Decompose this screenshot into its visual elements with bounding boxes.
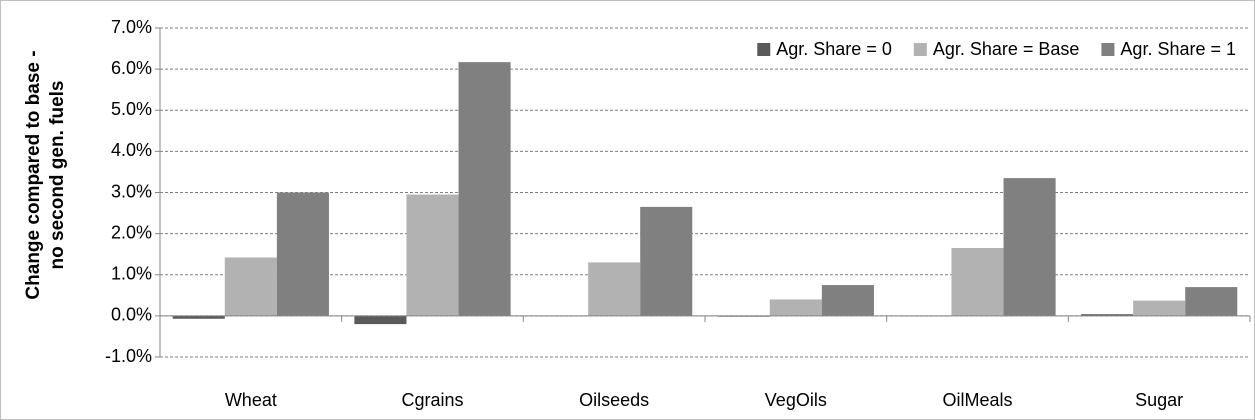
bar <box>406 194 459 316</box>
bar <box>640 206 693 316</box>
y-tick-label: 6.0% <box>111 58 152 78</box>
bar <box>224 257 277 316</box>
x-tick-label: VegOils <box>765 390 827 410</box>
bar <box>769 299 822 316</box>
legend-swatch <box>1101 43 1115 56</box>
legend-label: Agr. Share = 0 <box>776 39 892 59</box>
legend-label: Agr. Share = 1 <box>1120 39 1236 59</box>
legend-label: Agr. Share = Base <box>933 39 1080 59</box>
legend-swatch <box>913 43 927 56</box>
bar <box>821 285 874 316</box>
bar <box>458 62 511 316</box>
legend-swatch <box>757 43 771 56</box>
y-tick-label: 5.0% <box>111 99 152 119</box>
y-tick-label: 3.0% <box>111 181 152 201</box>
x-tick-label: Sugar <box>1135 390 1183 410</box>
bar <box>1185 287 1238 316</box>
bar <box>1081 314 1134 316</box>
y-tick-label: 1.0% <box>111 264 152 284</box>
x-tick-label: OilMeals <box>942 390 1012 410</box>
bar <box>951 248 1004 316</box>
y-axis-label: Change compared to base - <box>23 50 44 299</box>
bar <box>276 192 329 316</box>
y-tick-label: 2.0% <box>111 222 152 242</box>
bar <box>354 315 407 325</box>
x-tick-label: Oilseeds <box>579 390 649 410</box>
bar <box>1133 300 1186 316</box>
bar <box>172 315 225 319</box>
bar <box>1003 178 1056 316</box>
y-tick-label: 7.0% <box>111 17 152 37</box>
x-tick-label: Wheat <box>225 390 277 410</box>
y-tick-label: -1.0% <box>105 346 152 366</box>
bar <box>588 262 641 316</box>
y-tick-label: 4.0% <box>111 140 152 160</box>
x-tick-label: Cgrains <box>401 390 463 410</box>
y-axis-label: no second gen. fuels <box>47 81 68 270</box>
y-tick-label: 0.0% <box>111 305 152 325</box>
